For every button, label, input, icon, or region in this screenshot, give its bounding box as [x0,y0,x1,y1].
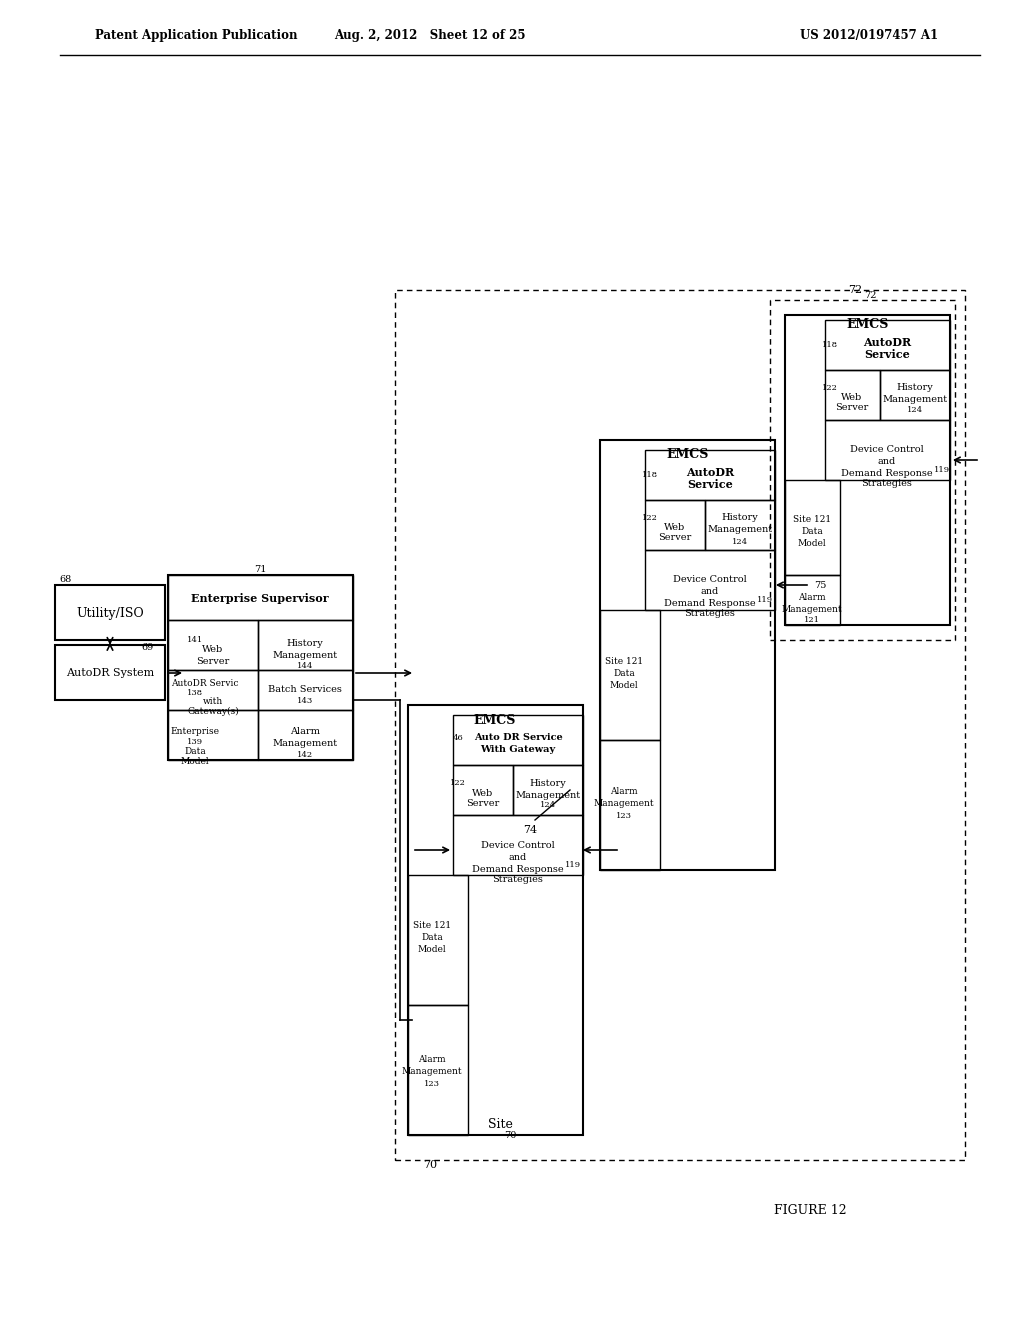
Text: 124: 124 [732,539,749,546]
Text: Site: Site [487,1118,512,1131]
Text: Site 121: Site 121 [793,516,831,524]
Text: History: History [287,639,324,648]
Text: 119: 119 [565,861,581,869]
Text: Gateway(s): Gateway(s) [187,706,239,715]
Text: AutoDR Servic: AutoDR Servic [171,678,239,688]
Text: Management: Management [883,396,947,404]
Text: Web: Web [665,524,686,532]
Text: 141: 141 [186,636,203,644]
Text: Alarm: Alarm [798,593,825,602]
Text: 118: 118 [822,341,838,348]
Text: and: and [509,853,527,862]
Text: Server: Server [836,404,868,412]
Text: Server: Server [658,533,691,543]
Text: Alarm: Alarm [290,726,319,735]
Text: Service: Service [864,350,910,360]
Text: Server: Server [197,657,229,667]
Text: FIGURE 12: FIGURE 12 [774,1204,846,1217]
Text: Strategies: Strategies [493,874,544,883]
Text: History: History [529,779,566,788]
Text: AutoDR: AutoDR [863,337,911,347]
Text: 144: 144 [297,663,313,671]
Text: 46: 46 [453,734,464,742]
Text: Strategies: Strategies [685,610,735,619]
Text: 72: 72 [864,290,877,300]
Text: Model: Model [180,756,209,766]
Text: Model: Model [798,540,826,549]
Text: EMCS: EMCS [474,714,516,726]
Text: 139: 139 [187,738,203,746]
Text: 75: 75 [814,581,826,590]
Text: History: History [897,384,933,392]
Text: EMCS: EMCS [667,449,710,462]
Text: with: with [203,697,223,706]
Text: Site 121: Site 121 [413,920,451,929]
Text: Management: Management [594,800,654,808]
Text: Web: Web [472,788,494,797]
Text: Strategies: Strategies [861,479,912,488]
Text: 70: 70 [504,1130,516,1139]
Text: AutoDR: AutoDR [686,466,734,478]
Text: 119: 119 [934,466,950,474]
Text: 68: 68 [58,576,71,585]
Text: 123: 123 [616,812,632,820]
Text: Data: Data [613,669,635,678]
Text: 71: 71 [254,565,266,574]
Text: Management: Management [401,1068,462,1077]
Text: EMCS: EMCS [847,318,889,331]
Text: Data: Data [801,528,823,536]
Text: 122: 122 [822,384,838,392]
Text: Site 121: Site 121 [605,657,643,667]
Text: and: and [878,458,896,466]
Text: US 2012/0197457 A1: US 2012/0197457 A1 [800,29,938,41]
Text: With Gateway: With Gateway [480,746,556,755]
Text: Device Control: Device Control [850,446,924,454]
Text: 119: 119 [757,597,773,605]
Text: Data: Data [421,932,442,941]
Text: Web: Web [203,645,223,655]
Text: Batch Services: Batch Services [268,685,342,693]
Text: and: and [700,587,719,597]
Text: History: History [722,513,759,523]
Text: Management: Management [708,525,772,535]
Text: Model: Model [418,945,446,953]
Text: AutoDR System: AutoDR System [66,668,155,678]
Text: Model: Model [609,681,638,690]
Text: Management: Management [515,791,581,800]
Text: 142: 142 [297,751,313,759]
Text: 74: 74 [523,825,537,836]
Text: Enterprise Supervisor: Enterprise Supervisor [191,593,329,603]
Text: Patent Application Publication: Patent Application Publication [95,29,298,41]
Text: Service: Service [687,479,733,491]
Text: 124: 124 [540,801,556,809]
Text: Alarm: Alarm [418,1056,445,1064]
Text: Auto DR Service: Auto DR Service [474,733,562,742]
Text: Device Control: Device Control [673,576,746,585]
Text: Device Control: Device Control [481,841,555,850]
Text: 123: 123 [424,1080,440,1088]
Text: Management: Management [272,739,338,748]
Text: 138: 138 [187,689,203,697]
Text: 72: 72 [848,285,862,294]
Text: Enterprise: Enterprise [171,727,219,737]
Text: 121: 121 [804,616,820,624]
Text: Demand Response: Demand Response [665,599,756,609]
Text: 143: 143 [297,697,313,705]
Text: Utility/ISO: Utility/ISO [76,606,144,619]
Text: 122: 122 [451,779,466,787]
Text: Demand Response: Demand Response [472,865,564,874]
Text: Web: Web [842,393,862,403]
Text: 118: 118 [642,471,658,479]
Text: 122: 122 [642,513,658,521]
Text: Demand Response: Demand Response [841,470,933,479]
Text: 124: 124 [907,407,923,414]
Text: Aug. 2, 2012   Sheet 12 of 25: Aug. 2, 2012 Sheet 12 of 25 [334,29,525,41]
Text: Server: Server [466,799,500,808]
Text: 70: 70 [423,1160,437,1170]
Text: Management: Management [781,605,843,614]
Text: 69: 69 [142,644,155,652]
Text: Management: Management [272,652,338,660]
Text: Data: Data [184,747,206,755]
Text: Alarm: Alarm [610,788,638,796]
